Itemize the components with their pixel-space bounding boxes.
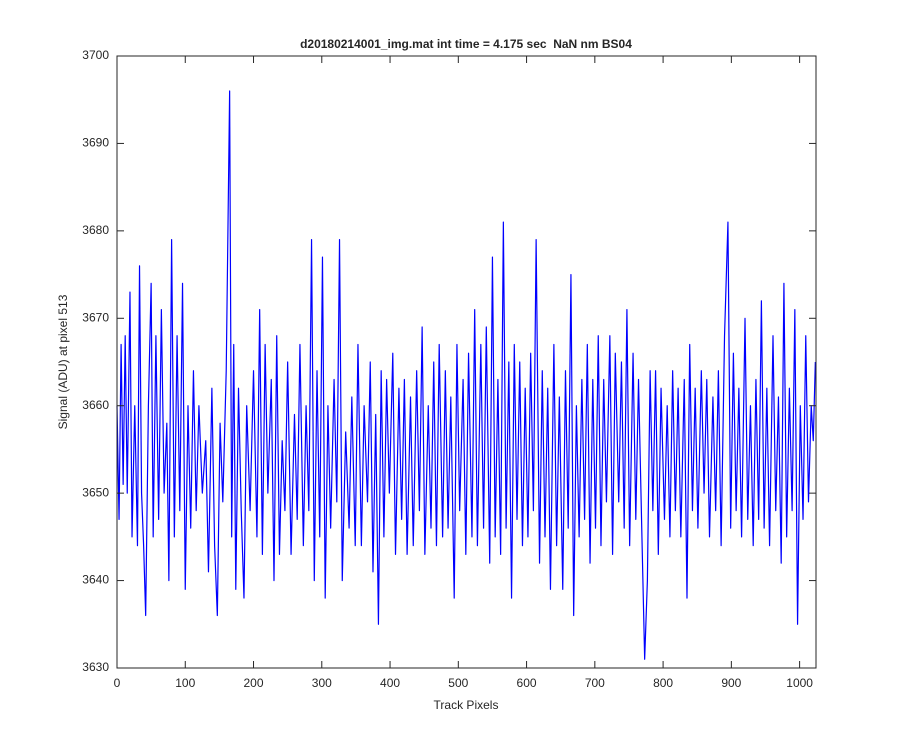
y-tick-label: 3630 [82,660,109,674]
y-tick-label: 3660 [82,398,109,412]
y-tick-label: 3700 [82,48,109,62]
x-tick-label: 1000 [786,676,813,690]
plot-frame [116,55,817,669]
x-tick-label: 500 [448,676,468,690]
y-tick-label: 3690 [82,136,109,150]
y-tick-label: 3670 [82,310,109,324]
data-line [116,90,816,660]
x-tick-label: 0 [114,676,121,690]
x-tick-label: 300 [312,676,332,690]
x-tick-label: 400 [380,676,400,690]
x-tick-label: 700 [585,676,605,690]
x-tick-label: 100 [175,676,195,690]
x-tick-label: 600 [517,676,537,690]
x-tick-label: 200 [244,676,264,690]
y-tick-label: 3680 [82,223,109,237]
x-tick-label: 800 [653,676,673,690]
x-axis-label: Track Pixels [434,698,499,712]
y-tick-label: 3640 [82,573,109,587]
y-tick-label: 3650 [82,485,109,499]
chart-title: d20180214001_img.mat int time = 4.175 se… [300,37,632,51]
y-axis-label: Signal (ADU) at pixel 513 [56,294,70,429]
x-tick-label: 900 [721,676,741,690]
